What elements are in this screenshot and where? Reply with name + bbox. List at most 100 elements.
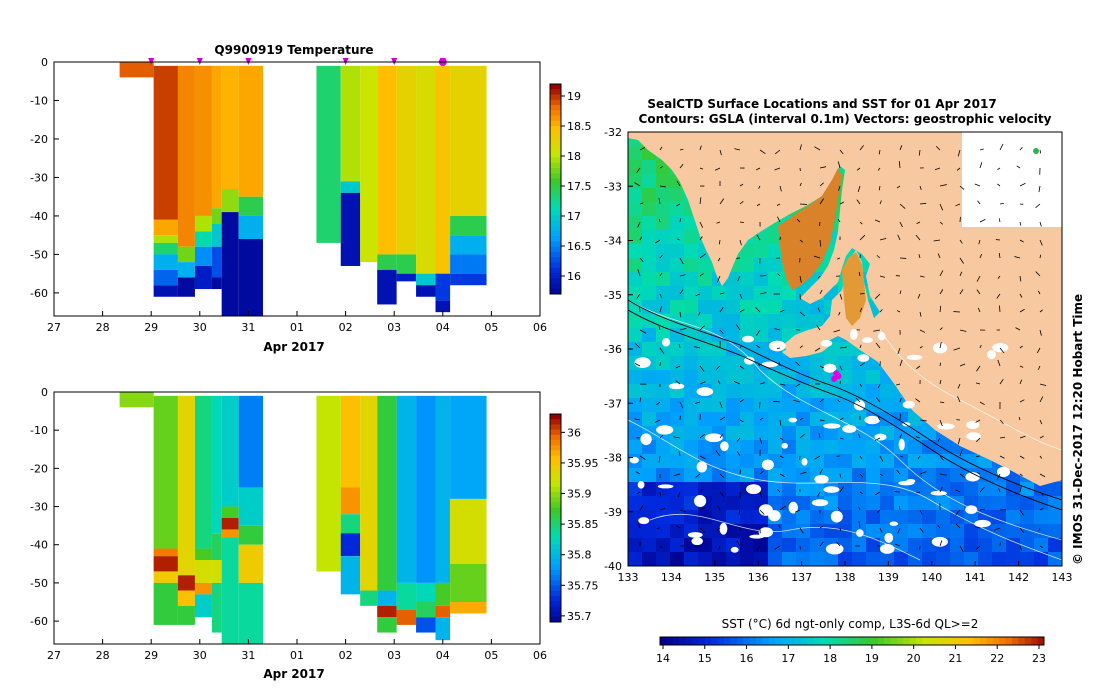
velocity-vector <box>977 307 981 313</box>
sst-colorbar-swatch <box>1018 637 1026 645</box>
sst-colorbar-swatch <box>736 637 744 645</box>
sst-cell <box>768 412 783 427</box>
sst-cell <box>880 496 895 511</box>
velocity-vector <box>699 236 703 241</box>
velocity-vector <box>898 505 901 511</box>
sst-cell <box>684 426 699 441</box>
sst-cell <box>978 468 993 483</box>
velocity-vector <box>897 347 901 355</box>
sst-cell <box>838 370 853 385</box>
sst-cell <box>908 440 923 455</box>
cloud-gap <box>661 338 671 347</box>
sst-cell <box>852 510 867 525</box>
profile-cell <box>153 556 178 572</box>
cloud-gap <box>992 342 1009 353</box>
sst-cell <box>1006 510 1021 525</box>
bathymetry-lines <box>628 299 1062 511</box>
velocity-vector <box>1037 290 1041 295</box>
velocity-vector <box>799 471 807 475</box>
cloud-gap <box>657 484 674 489</box>
velocity-vector <box>919 509 923 515</box>
sst-cell <box>684 468 699 483</box>
map-x-tick-label: 139 <box>878 571 899 584</box>
sst-cell <box>670 496 685 511</box>
velocity-vector <box>759 437 763 444</box>
sst-colorbar-swatch <box>884 637 891 645</box>
sst-cell <box>684 440 699 455</box>
sst-cell <box>964 454 979 469</box>
velocity-vector <box>675 365 681 369</box>
sst-colorbar-swatch <box>967 637 975 645</box>
sst-cell <box>992 496 1007 511</box>
sst-cell <box>712 538 727 553</box>
x-tick-label: 05 <box>484 649 498 662</box>
sst-cell <box>628 342 643 357</box>
sst-colorbar-swatch <box>916 637 923 645</box>
sst-cell <box>698 286 713 301</box>
velocity-vector <box>939 184 947 187</box>
sst-cell <box>670 188 685 203</box>
velocity-vector <box>639 455 646 460</box>
map-title: SealCTD Surface Locations and SST for 01… <box>647 97 996 111</box>
velocity-vector <box>777 216 781 223</box>
velocity-vector <box>799 239 804 243</box>
colorbar-swatch <box>550 554 561 561</box>
cloud-gap <box>930 490 947 496</box>
sst-cell <box>796 538 811 553</box>
sst-cell <box>670 328 685 343</box>
velocity-vector <box>739 183 744 187</box>
cloud-gap <box>823 363 837 373</box>
velocity-vector <box>799 275 802 283</box>
y-tick-label: -30 <box>30 171 48 184</box>
velocity-vector <box>715 365 721 370</box>
profile-cell <box>221 529 239 538</box>
sst-cell <box>642 160 657 175</box>
velocity-vector <box>939 362 941 367</box>
sst-cell <box>796 510 811 525</box>
sst-cell <box>894 496 909 511</box>
sst-cell <box>950 538 965 553</box>
sst-cell <box>768 398 783 413</box>
sst-cell <box>922 454 937 469</box>
sst-colorbar-swatch <box>954 637 962 645</box>
sst-cell <box>852 538 867 553</box>
sst-cell <box>684 384 699 399</box>
cloud-gap <box>884 532 894 543</box>
x-tick-label: 03 <box>387 321 401 334</box>
sst-colorbar-swatch <box>852 637 859 645</box>
temperature-xlabel: Apr 2017 <box>263 340 324 354</box>
velocity-vector <box>873 329 881 332</box>
velocity-vector <box>1019 221 1022 226</box>
sst-cell <box>992 552 1007 566</box>
sst-cell <box>866 510 881 525</box>
sst-cell <box>656 412 671 427</box>
velocity-vector <box>639 306 641 313</box>
sst-cell <box>684 412 699 427</box>
velocity-vector <box>878 185 881 191</box>
velocity-vector <box>837 399 841 403</box>
velocity-vector <box>639 147 646 151</box>
colorbar-swatch <box>550 126 561 132</box>
profile-cell <box>221 506 239 518</box>
sst-cell <box>1006 524 1021 539</box>
sst-cell <box>824 426 839 441</box>
velocity-vector <box>699 253 706 259</box>
profile-cell <box>238 196 263 216</box>
velocity-vector <box>719 329 724 334</box>
velocity-vector <box>959 329 967 332</box>
velocity-vector <box>659 166 663 169</box>
sst-cell <box>908 538 923 553</box>
sst-cell <box>908 510 923 525</box>
sst-cell <box>698 342 713 357</box>
gulf-spencer <box>778 168 842 290</box>
velocity-vector <box>837 218 841 223</box>
sst-cell <box>726 300 741 315</box>
velocity-vector <box>799 417 804 421</box>
velocity-vector <box>659 347 665 354</box>
velocity-vector <box>859 307 863 313</box>
velocity-vector <box>637 221 641 228</box>
velocity-vector <box>1019 509 1024 516</box>
sst-cell <box>768 384 783 399</box>
colorbar-tick-label: 17 <box>567 210 581 223</box>
colorbar-swatch <box>550 278 561 284</box>
